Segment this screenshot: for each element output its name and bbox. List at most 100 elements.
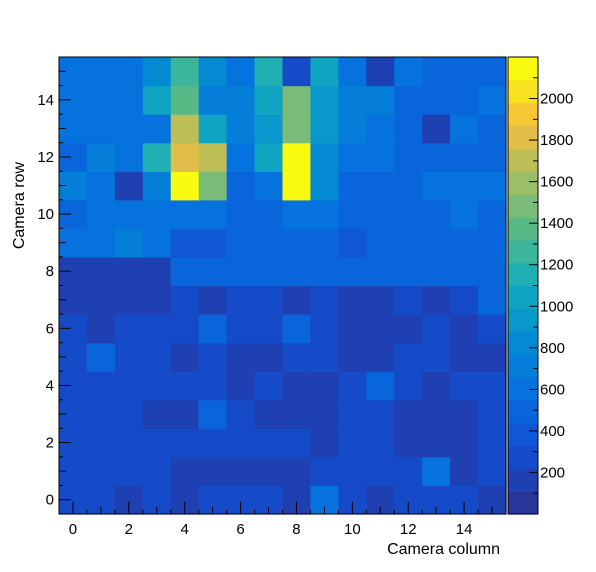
heatmap-cell [450, 371, 479, 401]
heatmap-cell [86, 428, 116, 458]
heatmap-cell [450, 399, 479, 429]
heatmap-cell [170, 228, 200, 258]
heatmap-cell [114, 57, 144, 87]
heatmap-cell [394, 199, 423, 229]
heatmap-cell [394, 85, 423, 115]
heatmap-cell [478, 142, 507, 172]
heatmap-cell [450, 85, 479, 115]
heatmap-cell [198, 199, 228, 229]
heatmap-cell [338, 199, 367, 229]
heatmap-cell [114, 114, 144, 144]
heatmap-cell [366, 228, 395, 258]
heatmap-cell [86, 342, 116, 372]
colorbar-tick-label: 1200 [540, 257, 573, 274]
heatmap-cell [394, 142, 423, 172]
heatmap-cell [450, 342, 479, 372]
x-tick-label: 0 [69, 521, 77, 538]
heatmap-cell [310, 314, 339, 344]
heatmap-cell [422, 342, 451, 372]
heatmap-cell [310, 285, 339, 315]
heatmap-cell [142, 399, 172, 429]
x-axis-title: Camera column [387, 541, 500, 558]
heatmap-cell [86, 371, 116, 401]
heatmap-cell [254, 199, 284, 229]
heatmap-cell [198, 285, 228, 315]
x-tick-label: 6 [236, 521, 244, 538]
heatmap-cell [226, 256, 256, 287]
heatmap-cell [450, 456, 479, 487]
heatmap-cell [366, 342, 395, 372]
y-tick-label: 12 [37, 149, 54, 166]
heatmap-cell [114, 85, 144, 115]
heatmap-cell [338, 256, 367, 287]
heatmap-cell [142, 285, 172, 315]
heatmap-cell [170, 85, 200, 115]
colorbar-tick-label: 1600 [540, 174, 573, 191]
heatmap-cell [254, 371, 284, 401]
heatmap-cell [198, 114, 228, 144]
heatmap-cell [450, 199, 479, 229]
colorbar-swatch [508, 331, 538, 355]
heatmap-cell [226, 342, 256, 372]
heatmap-cell [450, 314, 479, 344]
heatmap-cell [478, 371, 507, 401]
heatmap-cell [338, 371, 367, 401]
colorbar-tick-label: 600 [540, 381, 565, 398]
heatmap-cell [366, 428, 395, 458]
colorbar-swatch [508, 148, 538, 172]
heatmap-cell [142, 85, 172, 115]
heatmap-cell [422, 456, 451, 487]
heatmap-cell [170, 285, 200, 315]
heatmap-cell [478, 342, 507, 372]
heatmap-cell [254, 399, 284, 429]
heatmap-cell [170, 114, 200, 144]
heatmap-cell [226, 399, 256, 429]
heatmap-cell [366, 399, 395, 429]
heatmap-cell [394, 114, 423, 144]
x-axis: 0 2 4 6 8 10 12 14 [58, 502, 507, 538]
heatmap-cell [366, 142, 395, 172]
heatmap-cell [478, 456, 507, 487]
heatmap-cell [282, 171, 312, 201]
heatmap-cell [450, 256, 479, 287]
heatmap-cell [282, 57, 312, 87]
heatmap-cell [422, 314, 451, 344]
heatmap-cell [394, 285, 423, 315]
heatmap-cell [282, 142, 312, 172]
heatmap-cell [310, 228, 339, 258]
heatmap-cell [170, 371, 200, 401]
heatmap-cell [478, 114, 507, 144]
heatmap-cell [338, 171, 367, 201]
heatmap-cell [114, 342, 144, 372]
heatmap-cell [450, 142, 479, 172]
heatmap-cell [422, 85, 451, 115]
heatmap-cell [478, 399, 507, 429]
heatmap-cell [226, 85, 256, 115]
colorbar: 200 400 600 800 1000 1200 1400 1600 1800 2000 [507, 56, 573, 515]
heatmap-cell [478, 256, 507, 287]
heatmap-cell [478, 314, 507, 344]
heatmap-cell [170, 57, 200, 87]
heatmap-cell [254, 456, 284, 487]
heatmap-cell [338, 228, 367, 258]
heatmap-cell [282, 342, 312, 372]
y-tick-label: 14 [37, 92, 54, 109]
heatmap-cell [170, 256, 200, 287]
heatmap-cell [198, 314, 228, 344]
heatmap-cell [282, 256, 312, 287]
heatmap-cell [394, 456, 423, 487]
heatmap-cell [198, 171, 228, 201]
heatmap-cell [254, 57, 284, 87]
heatmap-cell [86, 256, 116, 287]
heatmap-cell [450, 114, 479, 144]
heatmap-cell [310, 399, 339, 429]
y-tick-label: 8 [46, 263, 54, 280]
colorbar-tick-label: 800 [540, 340, 565, 357]
heatmap-cell [338, 399, 367, 429]
y-axis-title: Camera row [11, 162, 28, 250]
heatmap-cell [226, 371, 256, 401]
heatmap-cell [254, 142, 284, 172]
heatmap-cell [114, 399, 144, 429]
heatmap-cell [226, 228, 256, 258]
heatmap-cell [142, 371, 172, 401]
